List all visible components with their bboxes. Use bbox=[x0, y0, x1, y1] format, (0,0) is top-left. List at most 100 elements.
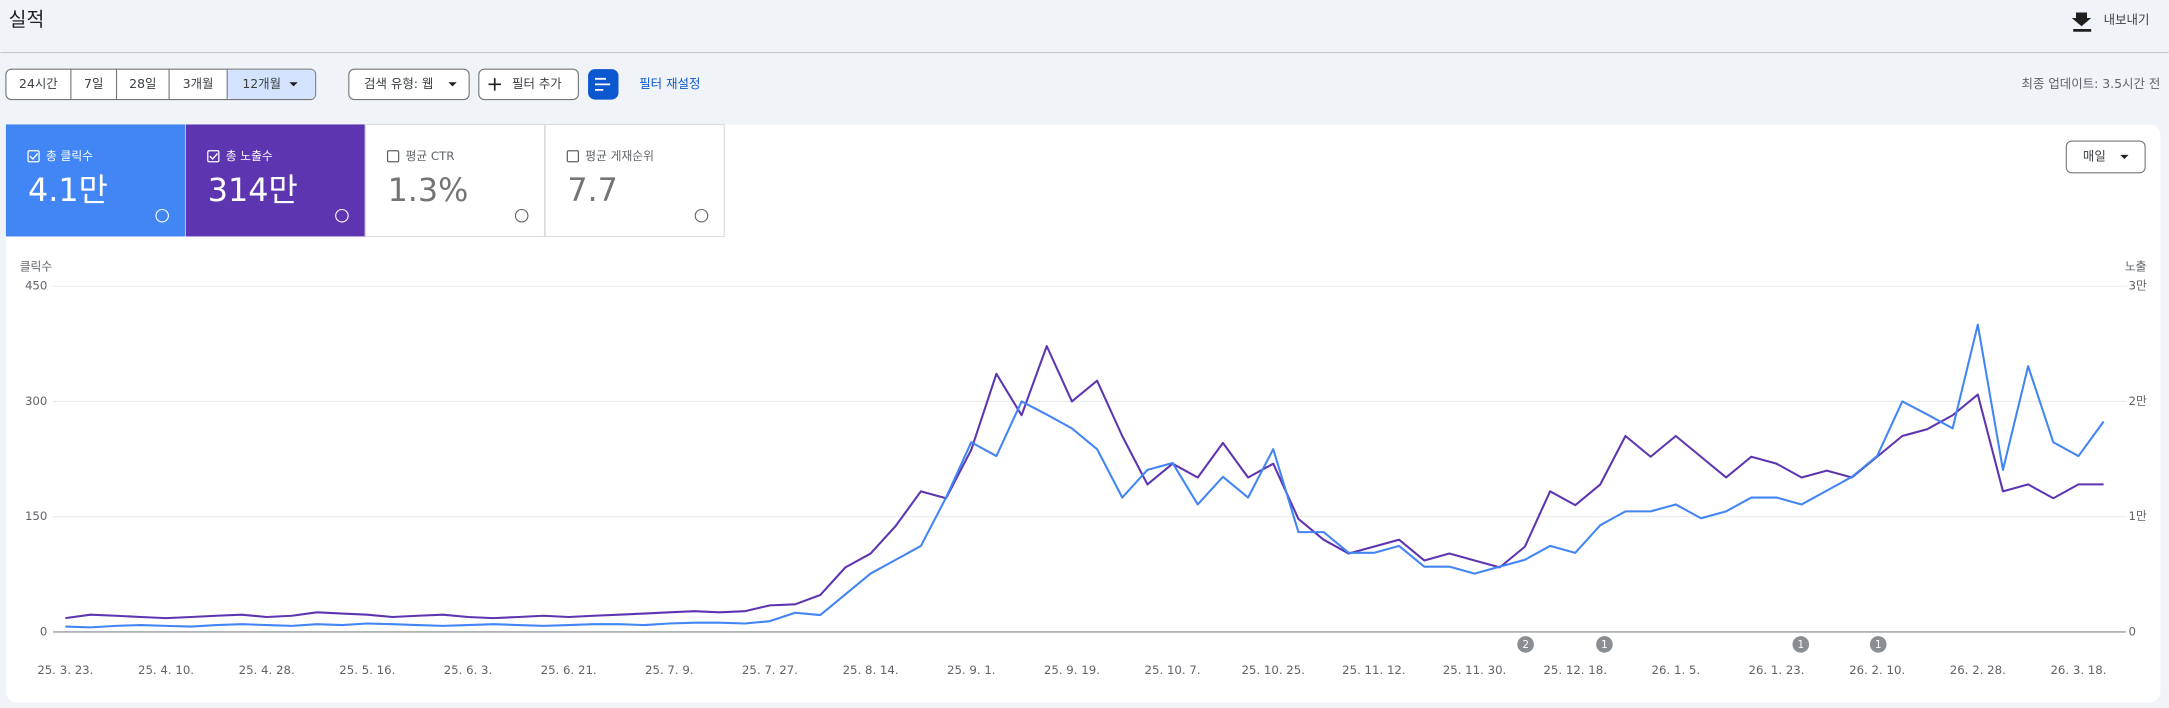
caret bbox=[448, 82, 457, 87]
x-tick-label: 25. 3. 23. bbox=[37, 663, 93, 677]
range-label: 12개월 bbox=[242, 76, 281, 91]
y-tick-label: 0 bbox=[40, 624, 47, 638]
x-tick-label: 25. 10. 7. bbox=[1145, 663, 1201, 677]
metric-label: 총 노출수 bbox=[226, 149, 273, 163]
series-line bbox=[65, 323, 2105, 629]
metric-card[interactable]: 총 클릭수 4.1만 bbox=[5, 124, 185, 237]
export-label: 내보내기 bbox=[2104, 12, 2150, 27]
metric-value: 7.7 bbox=[567, 172, 618, 209]
checkbox bbox=[386, 150, 400, 163]
card-bg bbox=[5, 124, 185, 237]
x-tick-label: 25. 7. 27. bbox=[742, 663, 798, 677]
checkbox bbox=[207, 150, 220, 163]
y2-tick-label: 3만 bbox=[2129, 279, 2147, 293]
annotation-count: 2 bbox=[1522, 639, 1529, 651]
export-button[interactable]: 내보내기 bbox=[2071, 12, 2150, 32]
range-button[interactable]: 3개월 bbox=[168, 69, 214, 100]
annotation[interactable]: 1 bbox=[1869, 636, 1887, 653]
filter-settings-button[interactable] bbox=[588, 69, 619, 100]
card-bg bbox=[544, 123, 725, 238]
metric-card[interactable]: 평균 게재순위 7.7 bbox=[544, 123, 725, 238]
button-frame bbox=[478, 68, 579, 101]
y-tick-label: 450 bbox=[25, 279, 47, 293]
range-label: 28일 bbox=[129, 76, 156, 91]
metric-value: 314만 bbox=[208, 172, 298, 209]
reset-link[interactable]: 필터 재설정 bbox=[639, 76, 700, 91]
metric-cards: 총 클릭수 4.1만 총 노출수 314만 평균 CTR 1.3% 평균 게재순위 7.7 bbox=[5, 123, 725, 238]
range-label: 7일 bbox=[84, 76, 103, 91]
range-label: 24시간 bbox=[19, 76, 58, 91]
y2-tick-label: 1만 bbox=[2129, 509, 2147, 523]
x-tick-label: 25. 4. 28. bbox=[239, 663, 295, 677]
caret bbox=[289, 82, 298, 87]
caret bbox=[2120, 154, 2129, 160]
performance-card bbox=[5, 124, 2161, 703]
help-icon bbox=[335, 208, 349, 223]
checkbox bbox=[566, 150, 580, 163]
page-title: 실적 bbox=[9, 8, 45, 31]
annotation[interactable]: 1 bbox=[1792, 636, 1810, 653]
metric-value: 4.1만 bbox=[28, 172, 108, 209]
x-tick-label: 25. 12. 18. bbox=[1543, 663, 1607, 677]
metric-label: 평균 CTR bbox=[406, 149, 455, 163]
range-button[interactable]: 12개월 bbox=[226, 69, 298, 100]
plus-icon bbox=[488, 78, 501, 91]
metric-card[interactable]: 총 노출수 314만 bbox=[185, 124, 365, 237]
metric-value: 1.3% bbox=[388, 172, 469, 209]
range-button[interactable]: 24시간 bbox=[19, 76, 58, 91]
x-tick-label: 25. 8. 14. bbox=[843, 663, 899, 677]
range-button[interactable]: 28일 bbox=[115, 69, 157, 100]
range-selected bbox=[227, 69, 316, 100]
annotation-count: 1 bbox=[1875, 639, 1882, 651]
y-axis-title: 클릭수 bbox=[20, 259, 53, 273]
x-tick-label: 25. 6. 3. bbox=[444, 663, 493, 677]
x-tick-label: 26. 2. 28. bbox=[1950, 663, 2006, 677]
search-type-button[interactable]: 검색 유형: 웹 bbox=[348, 68, 470, 101]
x-tick-label: 26. 1. 23. bbox=[1748, 663, 1804, 677]
range-label: 3개월 bbox=[183, 76, 214, 91]
annotation-badge bbox=[1792, 636, 1810, 653]
annotation-badge bbox=[1869, 636, 1887, 653]
annotation[interactable]: 1 bbox=[1596, 636, 1613, 653]
x-tick-label: 25. 7. 9. bbox=[645, 663, 694, 677]
metric-card[interactable]: 평균 CTR 1.3% bbox=[364, 123, 546, 238]
y2-tick-label: 2만 bbox=[2129, 394, 2147, 408]
x-tick-label: 25. 11. 30. bbox=[1443, 663, 1507, 677]
x-tick-label: 25. 6. 21. bbox=[541, 663, 597, 677]
x-tick-label: 25. 4. 10. bbox=[138, 663, 194, 677]
check bbox=[29, 153, 39, 161]
y2-tick-label: 0 bbox=[2129, 624, 2136, 638]
check bbox=[209, 153, 218, 161]
add-filter-label: 필터 추가 bbox=[512, 76, 562, 91]
plot: 0 150 300 450 0 1만 2만 3만 25. 3. 23. 25. 4. 10. 25.… bbox=[25, 279, 2147, 677]
x-tick-label: 26. 2. 10. bbox=[1849, 663, 1905, 677]
checkbox bbox=[27, 150, 40, 163]
help-icon bbox=[694, 208, 709, 223]
annotation-badge bbox=[1596, 636, 1613, 653]
y2-axis-title: 노출 bbox=[2125, 259, 2147, 273]
x-tick-label: 25. 10. 25. bbox=[1241, 663, 1305, 677]
annotation-count: 1 bbox=[1798, 639, 1805, 651]
annotation[interactable]: 2 bbox=[1517, 636, 1534, 653]
x-tick-label: 26. 3. 18. bbox=[2050, 663, 2106, 677]
annotation-count: 1 bbox=[1601, 639, 1608, 651]
x-tick-label: 26. 1. 5. bbox=[1652, 663, 1701, 677]
range-button[interactable]: 7일 bbox=[70, 69, 103, 100]
metric-label: 평균 게재순위 bbox=[585, 149, 654, 163]
range-group: 24시간 7일 28일 3개월 12개월 bbox=[5, 68, 317, 101]
x-tick-label: 25. 9. 1. bbox=[947, 663, 996, 677]
add-filter-button[interactable]: 필터 추가 bbox=[478, 68, 579, 101]
x-tick-label: 25. 5. 16. bbox=[339, 663, 395, 677]
metric-label: 총 클릭수 bbox=[46, 149, 93, 163]
granularity-label: 매일 bbox=[2083, 148, 2106, 163]
last-updated: 최종 업데이트: 3.5시간 전 bbox=[2022, 76, 2161, 91]
granularity-button[interactable]: 매일 bbox=[2065, 140, 2146, 174]
x-tick-label: 25. 9. 19. bbox=[1044, 663, 1100, 677]
y-tick-label: 300 bbox=[25, 394, 47, 408]
filter-icon bbox=[594, 77, 611, 91]
search-type-label: 검색 유형: 웹 bbox=[364, 76, 433, 91]
download-icon bbox=[2071, 12, 2092, 32]
y-tick-label: 150 bbox=[25, 509, 47, 523]
